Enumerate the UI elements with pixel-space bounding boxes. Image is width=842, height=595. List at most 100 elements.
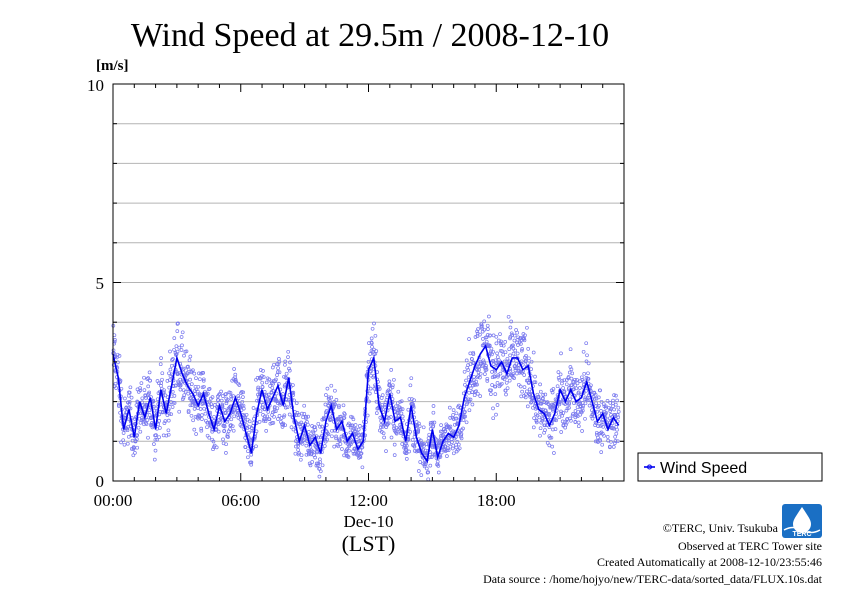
- data-point: [538, 389, 543, 394]
- data-point: [538, 426, 543, 431]
- data-point: [306, 422, 310, 427]
- data-point: [582, 371, 587, 376]
- data-point: [407, 449, 411, 454]
- data-point: [478, 371, 483, 376]
- data-point: [583, 401, 588, 406]
- data-point: [596, 435, 600, 440]
- data-point: [162, 388, 166, 393]
- data-point: [329, 383, 334, 388]
- data-point: [525, 404, 530, 409]
- data-point: [211, 447, 215, 452]
- data-point: [221, 394, 225, 398]
- data-point: [256, 387, 260, 392]
- data-point: [179, 348, 184, 352]
- data-point: [586, 371, 590, 376]
- data-point: [289, 425, 294, 430]
- data-point: [539, 420, 544, 425]
- data-point: [574, 386, 579, 391]
- data-point: [276, 382, 281, 386]
- data-point: [435, 459, 440, 464]
- data-point: [443, 444, 448, 449]
- data-point: [533, 380, 538, 385]
- data-point: [412, 398, 416, 403]
- data-point: [400, 414, 405, 419]
- data-point: [196, 384, 201, 389]
- data-point: [473, 335, 478, 339]
- data-point: [353, 423, 358, 427]
- data-point: [369, 336, 374, 341]
- data-point: [225, 432, 230, 437]
- data-point: [547, 412, 552, 416]
- data-point: [158, 362, 163, 367]
- data-point: [157, 419, 162, 423]
- data-point: [304, 452, 309, 457]
- data-point: [209, 402, 213, 406]
- data-point: [326, 432, 331, 437]
- data-point: [175, 349, 180, 354]
- data-point: [467, 337, 471, 341]
- data-point: [173, 383, 178, 388]
- data-point: [298, 457, 303, 462]
- data-point: [181, 395, 186, 400]
- data-point: [586, 361, 591, 366]
- data-point: [188, 377, 192, 382]
- data-point: [233, 375, 237, 380]
- data-point: [172, 347, 176, 352]
- data-point: [174, 344, 179, 349]
- data-point: [613, 439, 618, 443]
- data-point: [495, 403, 500, 407]
- data-point: [212, 414, 216, 419]
- data-point: [369, 341, 374, 346]
- data-point: [267, 417, 272, 422]
- data-point: [161, 390, 166, 395]
- data-point: [170, 390, 175, 394]
- data-point: [503, 388, 508, 393]
- data-point: [216, 429, 221, 434]
- data-point: [287, 412, 292, 417]
- data-point: [228, 427, 232, 432]
- data-point: [471, 360, 476, 365]
- data-point: [168, 367, 173, 372]
- data-point: [583, 416, 587, 421]
- data-point: [485, 333, 490, 337]
- data-point: [544, 423, 549, 428]
- data-point: [551, 427, 555, 432]
- data-point: [342, 412, 347, 417]
- data-point: [200, 417, 204, 421]
- data-point: [160, 371, 165, 376]
- data-point: [431, 404, 436, 408]
- data-point: [443, 429, 448, 433]
- data-point: [510, 333, 515, 337]
- data-point: [464, 378, 468, 383]
- x-tick-label-1800: 18:00: [477, 491, 516, 510]
- data-point: [142, 375, 146, 380]
- data-point: [246, 455, 250, 460]
- data-point: [176, 321, 180, 326]
- data-point: [320, 424, 324, 429]
- data-point: [300, 411, 304, 416]
- data-point: [273, 398, 278, 403]
- data-point: [491, 406, 495, 411]
- data-point: [494, 412, 498, 417]
- data-point: [299, 420, 304, 425]
- data-point: [495, 355, 500, 359]
- data-point: [179, 335, 184, 339]
- data-point: [121, 438, 126, 443]
- data-point: [559, 430, 564, 434]
- data-point: [389, 368, 394, 372]
- data-point: [365, 413, 370, 418]
- data-point: [241, 395, 245, 399]
- data-point: [159, 356, 163, 360]
- data-point: [545, 400, 550, 404]
- data-point: [522, 336, 527, 341]
- data-point: [426, 470, 431, 475]
- data-point: [334, 436, 338, 441]
- data-point: [348, 430, 353, 435]
- data-point: [561, 386, 565, 390]
- data-point: [166, 418, 171, 423]
- data-point: [358, 448, 362, 453]
- data-point: [277, 359, 282, 364]
- data-point: [202, 384, 206, 389]
- data-point: [499, 381, 504, 386]
- data-point: [191, 418, 195, 423]
